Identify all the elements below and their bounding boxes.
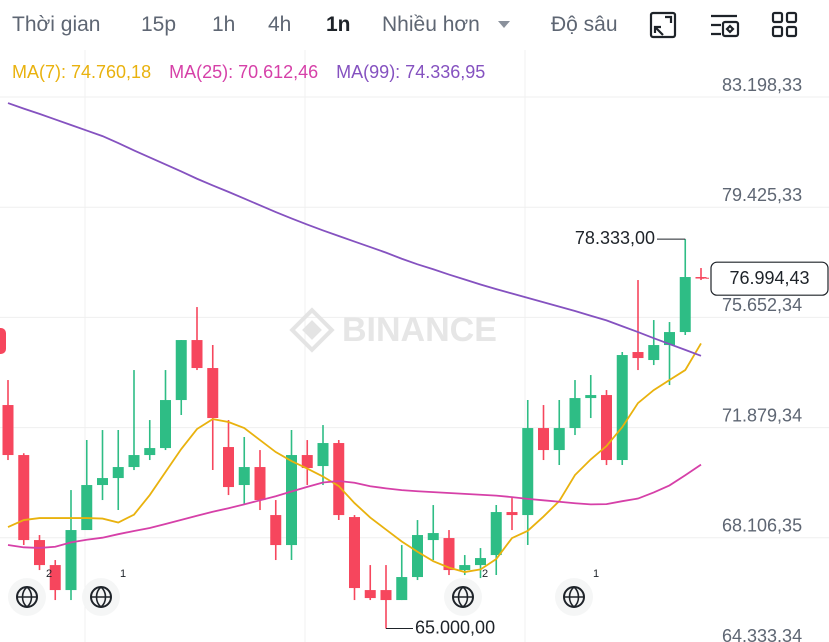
- candle-body: [160, 400, 171, 449]
- candle-body: [396, 577, 408, 601]
- event-button[interactable]: 2: [444, 568, 488, 616]
- candle-body: [207, 368, 219, 419]
- watermark-text: BINANCE: [342, 311, 497, 349]
- candle-body: [427, 533, 439, 541]
- candle-body: [506, 512, 518, 516]
- toolbar-tab[interactable]: 1h: [212, 13, 236, 36]
- candle-body: [238, 467, 250, 486]
- candle-body: [585, 395, 597, 399]
- y-tick-label: 71.879,34: [722, 405, 802, 425]
- candle-body: [175, 340, 187, 401]
- candle-body: [443, 538, 455, 571]
- candle-body: [317, 443, 329, 467]
- price-label: 76.994,43: [729, 268, 809, 288]
- candle-body: [349, 517, 360, 589]
- icon-layout[interactable]: [771, 11, 798, 38]
- candle-body: [569, 398, 581, 429]
- toolbar-tab[interactable]: 4h: [268, 13, 292, 36]
- candle-body: [648, 345, 660, 361]
- candle-body: [270, 515, 282, 546]
- candle-body: [2, 405, 14, 456]
- toolbar-tab[interactable]: 15p: [141, 13, 177, 36]
- globe-icon: [17, 586, 37, 609]
- candle-body: [301, 455, 313, 469]
- candle-body: [65, 530, 77, 591]
- candle-body: [333, 443, 345, 516]
- low-marker-label: 65.000,00: [415, 617, 495, 637]
- candle-body: [97, 478, 108, 486]
- badge: 1: [120, 568, 126, 580]
- edge-marker: [0, 328, 6, 354]
- candle-body: [49, 565, 61, 591]
- watermark: BINANCE: [289, 307, 497, 353]
- high-marker-label: 78.333,00: [575, 228, 655, 248]
- candle-body: [632, 352, 644, 359]
- candle-body: [490, 512, 502, 556]
- candle-body: [144, 448, 156, 456]
- y-tick-label: 79.425,33: [722, 185, 802, 205]
- badge: 2: [482, 568, 488, 580]
- ma-line: [7, 343, 702, 573]
- legend-entry: MA(7): 74.760,18: [12, 62, 151, 82]
- watermark-logo: [289, 307, 335, 353]
- candle-body: [412, 535, 423, 578]
- candle-body: [364, 590, 376, 599]
- candle-body: [475, 558, 486, 566]
- ma-line: [7, 102, 702, 357]
- y-tick-label: 68.106,35: [722, 516, 802, 536]
- legend-entry: MA(25): 70.612,46: [169, 62, 318, 82]
- toolbar-tab[interactable]: Nhiều hơn: [382, 13, 480, 36]
- y-tick-label: 64.333,34: [722, 626, 802, 642]
- candle-body: [254, 467, 266, 501]
- candle-body: [128, 455, 140, 468]
- buttons: 2 1 2 1: [8, 568, 599, 616]
- candle-body: [286, 455, 297, 546]
- candle-body: [81, 485, 93, 531]
- candle-body: [112, 467, 124, 479]
- badge: 2: [46, 568, 52, 580]
- grid: [0, 50, 829, 642]
- legend-entry: MA(99): 74.336,95: [336, 62, 485, 82]
- candle-body: [616, 355, 628, 461]
- candle-body: [538, 428, 549, 451]
- event-button[interactable]: 1: [555, 568, 599, 616]
- event-button[interactable]: 1: [82, 568, 126, 616]
- candle-body: [191, 340, 203, 369]
- icon-fullscreen[interactable]: [649, 11, 677, 39]
- globe-icon: [453, 586, 473, 609]
- candle-body: [664, 332, 675, 346]
- candle-body: [522, 428, 534, 516]
- price-label-box: [710, 261, 829, 296]
- event-button[interactable]: 2: [8, 568, 52, 616]
- toolbar-tab[interactable]: Thời gian: [12, 13, 101, 36]
- candle-body: [679, 277, 691, 333]
- y-tick-label: 75.652,34: [722, 295, 802, 315]
- candle-body: [223, 447, 234, 488]
- y-tick-label: 83.198,33: [722, 75, 802, 95]
- dropdown-arrow: [498, 21, 510, 28]
- icon-settings[interactable]: [711, 14, 740, 38]
- toolbar-tab[interactable]: Độ sâu: [551, 13, 618, 36]
- badge: 1: [593, 568, 599, 580]
- ma-line: [7, 463, 702, 549]
- candle-body: [601, 395, 612, 461]
- plot: [2, 102, 707, 629]
- candle-body: [553, 428, 565, 451]
- candle-body: [18, 455, 30, 541]
- globe-icon: [564, 586, 584, 609]
- candle-body: [459, 565, 471, 571]
- toolbar-tab[interactable]: 1n: [326, 13, 351, 36]
- candle-body: [380, 590, 392, 601]
- candle-body: [34, 540, 45, 566]
- globe-icon: [91, 586, 111, 609]
